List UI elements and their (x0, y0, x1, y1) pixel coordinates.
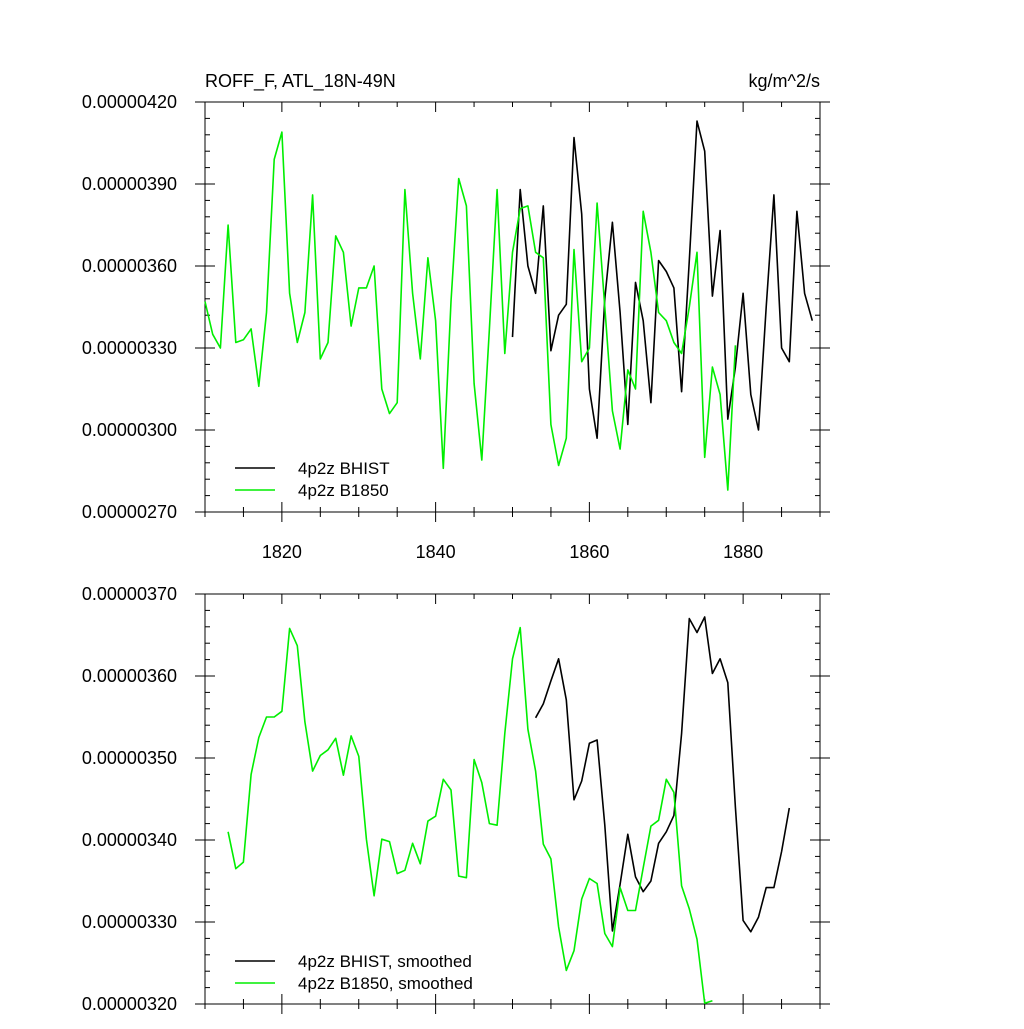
chart-panel-1: 1820 1840 1860 1880 0.00000270 0.00000300 0.00… (82, 71, 830, 562)
series-line-bhist (536, 617, 790, 932)
y-tick-label: 0.00000330 (82, 912, 177, 932)
y-tick-label: 0.00000350 (82, 748, 177, 768)
series-line-b1850 (228, 628, 712, 1004)
chart-title: ROFF_F, ATL_18N-49N (205, 71, 396, 92)
legend-entry: 4p2z B1850 (298, 481, 389, 500)
chart-units: kg/m^2/s (749, 71, 820, 91)
legend-entry: 4p2z B1850, smoothed (298, 974, 473, 993)
y-tick-label: 0.00000420 (82, 92, 177, 112)
y-tick-label: 0.00000320 (82, 994, 177, 1014)
y-tick-label: 0.00000390 (82, 174, 177, 194)
y-tick-label: 0.00000270 (82, 502, 177, 522)
y-tick-label: 0.00000370 (82, 584, 177, 604)
plot-frame (205, 102, 820, 512)
chart-panel-2: 0.00000320 0.00000330 0.00000340 0.00000350… (82, 584, 830, 1014)
legend-entry: 4p2z BHIST, smoothed (298, 952, 472, 971)
y-tick-label: 0.00000300 (82, 420, 177, 440)
y-tick-label: 0.00000330 (82, 338, 177, 358)
y-tick-label: 0.00000340 (82, 830, 177, 850)
x-tick-label: 1840 (416, 542, 456, 562)
x-tick-label: 1860 (569, 542, 609, 562)
legend-entry: 4p2z BHIST (298, 459, 390, 478)
y-tick-label: 0.00000360 (82, 666, 177, 686)
series-line-bhist (513, 121, 813, 438)
x-tick-label: 1880 (723, 542, 763, 562)
y-tick-label: 0.00000360 (82, 256, 177, 276)
x-tick-label: 1820 (262, 542, 302, 562)
